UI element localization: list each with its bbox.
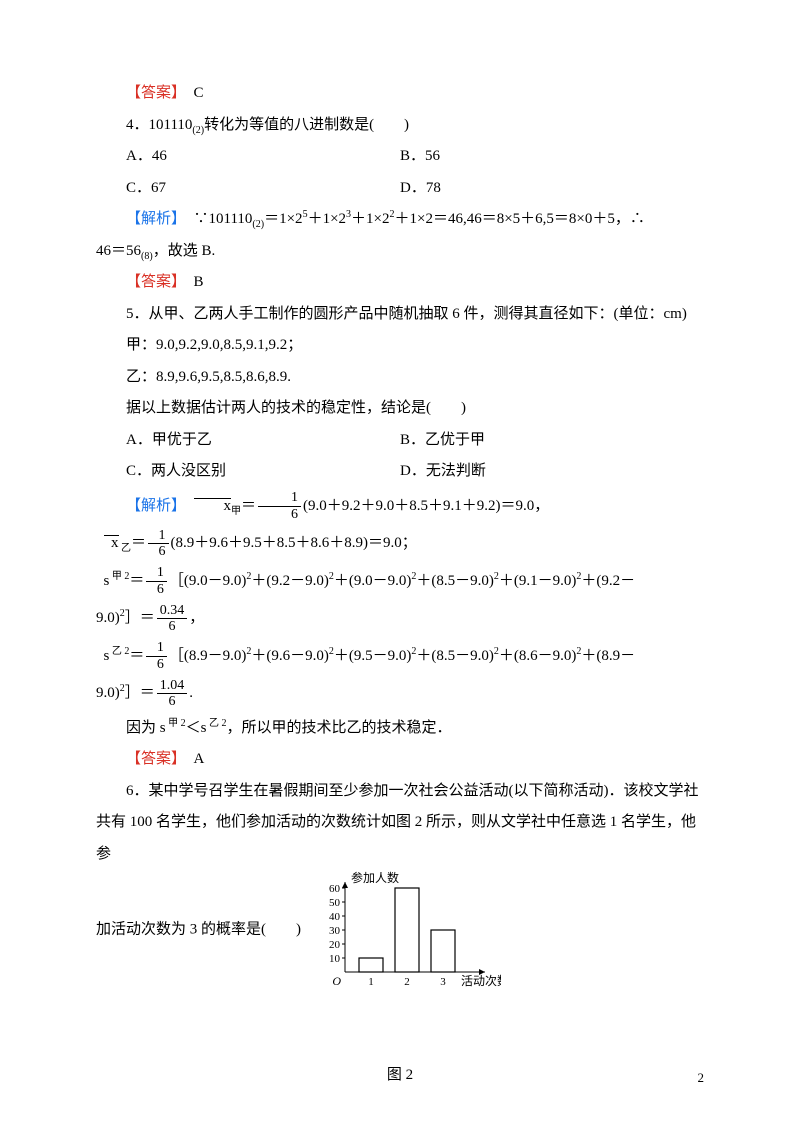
q5-stem: 5．从甲、乙两人手工制作的圆形产品中随机抽取 6 件，测得其直径如下：(单位：c… [96,299,704,331]
q5-mean-jia: 【解析】 x甲＝16(9.0＋9.2＋9.0＋8.5＋9.1＋9.2)＝9.0， [96,488,704,526]
analysis-label: 【解析】 [126,211,179,227]
q5-optB: B．乙优于甲 [400,425,704,457]
q4-opts-2: C．67 D．78 [96,173,704,205]
q5-data-jia: 甲：9.0,9.2,9.0,8.5,9.1,9.2； [96,330,704,362]
analysis-label: 【解析】 [126,498,179,514]
q4-optB: B．56 [400,141,704,173]
q5-optA: A．甲优于乙 [96,425,400,457]
q4-answer: B [194,274,204,290]
q3-answer: C [194,85,204,101]
bar-chart-svg: 10 20 30 40 50 60 1 2 3 O 参加人数活动次数 [311,870,501,990]
q5-conclusion: 因为 s 甲 2＜s 乙 2，所以甲的技术比乙的技术稳定． [96,713,704,745]
q6-stem-l1: 6．某中学号召学生在暑假期间至少参加一次社会公益活动(以下简称活动)．该校文学社 [96,776,704,808]
q4-answer-line: 【答案】 B [96,267,704,299]
q5-var-yi-2: 9.0)2］＝1.046. [96,675,704,713]
svg-text:60: 60 [329,883,341,895]
q4-optA: A．46 [96,141,400,173]
svg-text:O: O [332,974,341,988]
answer-label: 【答案】 [126,751,179,767]
q5-stem2: 据以上数据估计两人的技术的稳定性，结论是( ) [96,393,704,425]
q6-stem-l3: 加活动次数为 3 的概率是( ) 102030405060123O参加人数活动次… [96,870,704,990]
svg-text:20: 20 [329,939,341,951]
svg-text:活动次数: 活动次数 [461,973,501,988]
q5-var-jia-2: 9.0)2］＝0.346， [96,600,704,638]
q4-analysis-2: 46＝56(8)，故选 B. [96,236,704,268]
svg-text:1: 1 [368,976,374,988]
answer-label: 【答案】 [126,274,179,290]
svg-text:2: 2 [404,976,410,988]
q5-optD: D．无法判断 [400,456,704,488]
q4-optD: D．78 [400,173,704,205]
svg-text:参加人数: 参加人数 [351,870,399,885]
q5-answer-line: 【答案】 A [96,744,704,776]
q5-var-jia: s 甲 2＝16［(9.0－9.0)2＋(9.2－9.0)2＋(9.0－9.0)… [96,563,704,601]
q5-optC: C．两人没区别 [96,456,400,488]
svg-text:3: 3 [440,976,446,988]
svg-text:40: 40 [329,911,341,923]
q4-analysis: 【解析】 ∵101110(2)＝1×25＋1×23＋1×22＋1×2＝46,46… [96,204,704,236]
q3-answer-line: 【答案】 C [96,78,704,110]
q5-data-yi: 乙：8.9,9.6,9.5,8.5,8.6,8.9. [96,362,704,394]
q4-stem: 4．101110(2)转化为等值的八进制数是( ) [96,110,704,142]
bar-chart: 10 20 30 40 50 60 1 2 3 O 参加人数活动次数 [311,870,501,990]
svg-text:10: 10 [329,953,341,965]
answer-label: 【答案】 [126,85,179,101]
q6-stem-l2: 共有 100 名学生，他们参加活动的次数统计如图 2 所示，则从文学社中任意选 … [96,807,704,870]
q5-var-yi: s 乙 2＝16［(8.9－9.0)2＋(9.6－9.0)2＋(9.5－9.0)… [96,638,704,676]
q4-opts-1: A．46 B．56 [96,141,704,173]
q5-opts-1: A．甲优于乙 B．乙优于甲 [96,425,704,457]
figure-label: 图 2 [96,1060,704,1092]
q5-opts-2: C．两人没区别 D．无法判断 [96,456,704,488]
q5-mean-yi: x 乙＝16(8.9＋9.6＋9.5＋8.5＋8.6＋8.9)＝9.0； [96,525,704,563]
q5-answer: A [194,751,205,767]
svg-text:50: 50 [329,897,341,909]
page-number: 2 [698,1064,705,1091]
svg-text:30: 30 [329,925,341,937]
q4-optC: C．67 [96,173,400,205]
